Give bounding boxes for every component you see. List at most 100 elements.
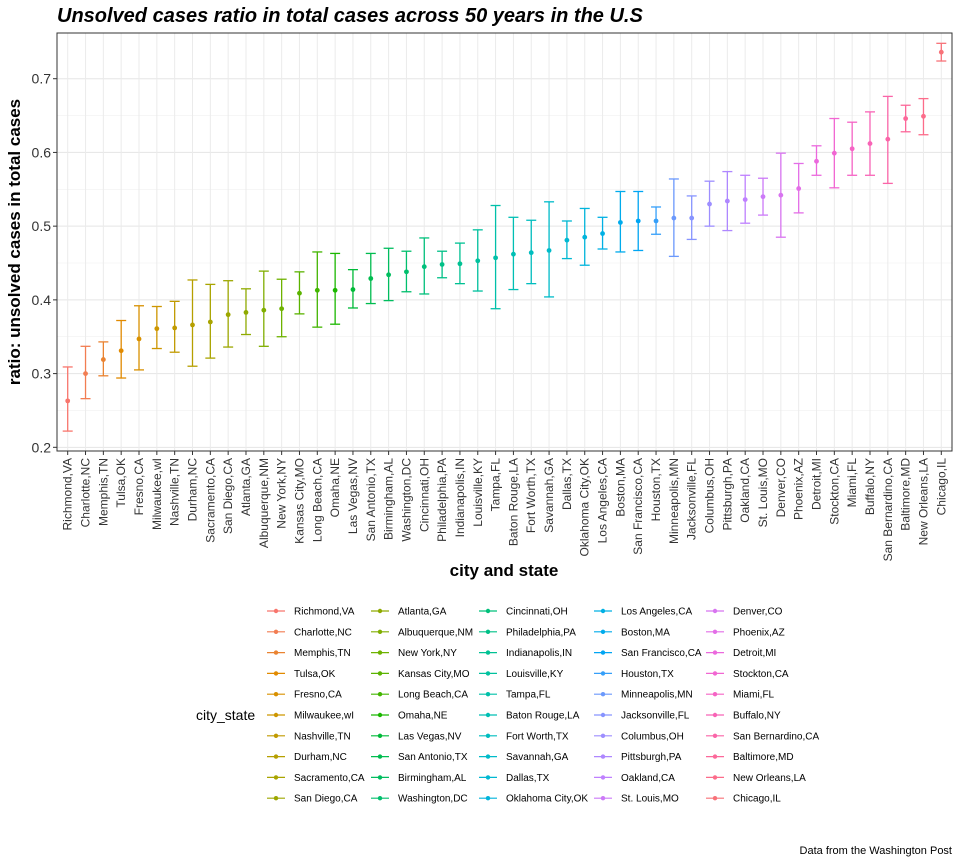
legend-label: New York,NY	[398, 648, 457, 659]
data-point-11	[261, 307, 267, 313]
legend-item-38: Oakland,CA	[594, 773, 675, 784]
x-tick-label: Richmond,VA	[61, 458, 75, 530]
y-tick-label: 0.2	[32, 439, 52, 455]
legend-key-point	[485, 608, 491, 614]
legend-label: Albuquerque,NM	[398, 627, 473, 638]
caption: Data from the Washington Post	[800, 845, 952, 857]
data-point-9	[225, 312, 231, 318]
data-point-18	[386, 272, 392, 278]
legend-label: Washington,DC	[398, 794, 468, 805]
x-tick-label: Tampa,FL	[489, 458, 503, 512]
data-point-38	[742, 197, 748, 203]
x-tick-label: Minneapolis,MN	[667, 458, 681, 544]
x-tick-label: New York,NY	[275, 458, 289, 529]
data-point-16	[350, 287, 356, 292]
legend-key-point	[712, 733, 718, 738]
x-tick-label: Tulsa,OK	[114, 458, 128, 508]
x-tick-label: Memphis,TN	[96, 458, 110, 526]
x-tick-label: Sacramento,CA	[203, 458, 217, 543]
legend-item-1: Charlotte,NC	[267, 627, 352, 638]
legend-item-2: Memphis,TN	[267, 648, 351, 659]
legend-key-point	[600, 671, 606, 676]
legend-item-17: San Antonio,TX	[371, 752, 468, 763]
legend-item-23: Louisville,KY	[479, 669, 564, 680]
legend-label: San Francisco,CA	[621, 648, 702, 659]
legend-item-29: Oklahoma City,OK	[479, 794, 588, 805]
legend-label: Detroit,MI	[733, 648, 776, 659]
x-tick-label: Columbus,OH	[703, 458, 717, 533]
x-tick-label: Durham,NC	[185, 458, 199, 522]
legend-item-49: Chicago,IL	[706, 794, 781, 805]
legend-item-45: Buffalo,NY	[706, 711, 781, 722]
legend-key-point	[600, 775, 606, 780]
data-point-3	[118, 348, 124, 354]
data-point-22	[457, 261, 463, 267]
legend-label: Minneapolis,MN	[621, 690, 693, 701]
legend-label: Sacramento,CA	[294, 773, 365, 784]
data-point-31	[617, 220, 623, 225]
plot-panel	[57, 33, 952, 451]
legend-key-point	[712, 712, 718, 718]
legend-key-point	[273, 754, 279, 759]
legend-item-41: Phoenix,AZ	[706, 627, 785, 638]
x-tick-label: St. Louis,MO	[756, 458, 770, 527]
data-point-26	[528, 250, 534, 256]
legend-item-34: Minneapolis,MN	[594, 690, 693, 701]
data-point-15	[332, 287, 338, 293]
legend-item-9: San Diego,CA	[267, 794, 358, 805]
x-tick-label: Cincinnati,OH	[417, 458, 431, 532]
legend-key-point	[273, 733, 279, 738]
x-tick-label: Las Vegas,NV	[346, 458, 360, 534]
y-tick-label: 0.6	[32, 144, 52, 160]
legend-key-point	[273, 650, 279, 655]
legend-key-point	[377, 608, 383, 614]
x-tick-label: Kansas City,MO	[292, 458, 306, 544]
legend-item-10: Atlanta,GA	[371, 607, 447, 618]
legend-item-31: Boston,MA	[594, 627, 670, 638]
chart-title: Unsolved cases ratio in total cases acro…	[57, 5, 643, 27]
data-point-20	[421, 264, 427, 270]
legend-key-point	[600, 754, 606, 759]
legend-item-36: Columbus,OH	[594, 731, 684, 742]
x-tick-label: Albuquerque,NM	[257, 458, 271, 548]
legend-item-12: New York,NY	[371, 648, 457, 659]
legend-label: Phoenix,AZ	[733, 627, 785, 638]
data-point-14	[314, 287, 320, 293]
legend-item-40: Denver,CO	[706, 607, 783, 618]
legend-label: Nashville,TN	[294, 731, 351, 742]
legend-key-point	[712, 608, 718, 614]
legend-key-point	[377, 650, 383, 655]
x-tick-label: Long Beach,CA	[310, 458, 324, 542]
x-tick-label: Indianapolis,IN	[453, 458, 467, 537]
legend-key-point	[712, 650, 718, 655]
x-tick-label: Miami,FL	[845, 458, 859, 508]
legend-key-point	[273, 629, 279, 634]
x-tick-label: Jacksonville,FL	[685, 458, 699, 540]
x-tick-label: Baton Rouge,LA	[506, 458, 520, 546]
data-point-40	[778, 192, 784, 198]
legend-key-point	[600, 712, 606, 718]
data-point-30	[600, 231, 605, 236]
legend-item-30: Los Angeles,CA	[594, 607, 692, 618]
legend-key-point	[377, 754, 383, 759]
data-point-7	[190, 322, 195, 328]
legend-item-8: Sacramento,CA	[267, 773, 365, 784]
data-point-48	[921, 113, 926, 119]
legend-label: Chicago,IL	[733, 794, 781, 805]
x-tick-label: Omaha,NE	[328, 458, 342, 517]
legend-item-48: New Orleans,LA	[706, 773, 806, 784]
legend-key-point	[712, 629, 718, 634]
legend-label: Columbus,OH	[621, 731, 684, 742]
legend-item-27: Savannah,GA	[479, 752, 569, 763]
data-point-36	[707, 201, 712, 207]
legend-item-37: Pittsburgh,PA	[594, 752, 682, 763]
data-point-8	[207, 319, 213, 325]
data-point-29	[582, 234, 588, 240]
legend-item-0: Richmond,VA	[267, 607, 355, 618]
data-point-13	[297, 290, 302, 296]
data-point-21	[439, 262, 445, 267]
x-tick-label: Baltimore,MD	[899, 458, 913, 531]
legend-label: Kansas City,MO	[398, 669, 470, 680]
legend-label: Las Vegas,NV	[398, 731, 462, 742]
x-tick-label: Denver,CO	[774, 458, 788, 517]
